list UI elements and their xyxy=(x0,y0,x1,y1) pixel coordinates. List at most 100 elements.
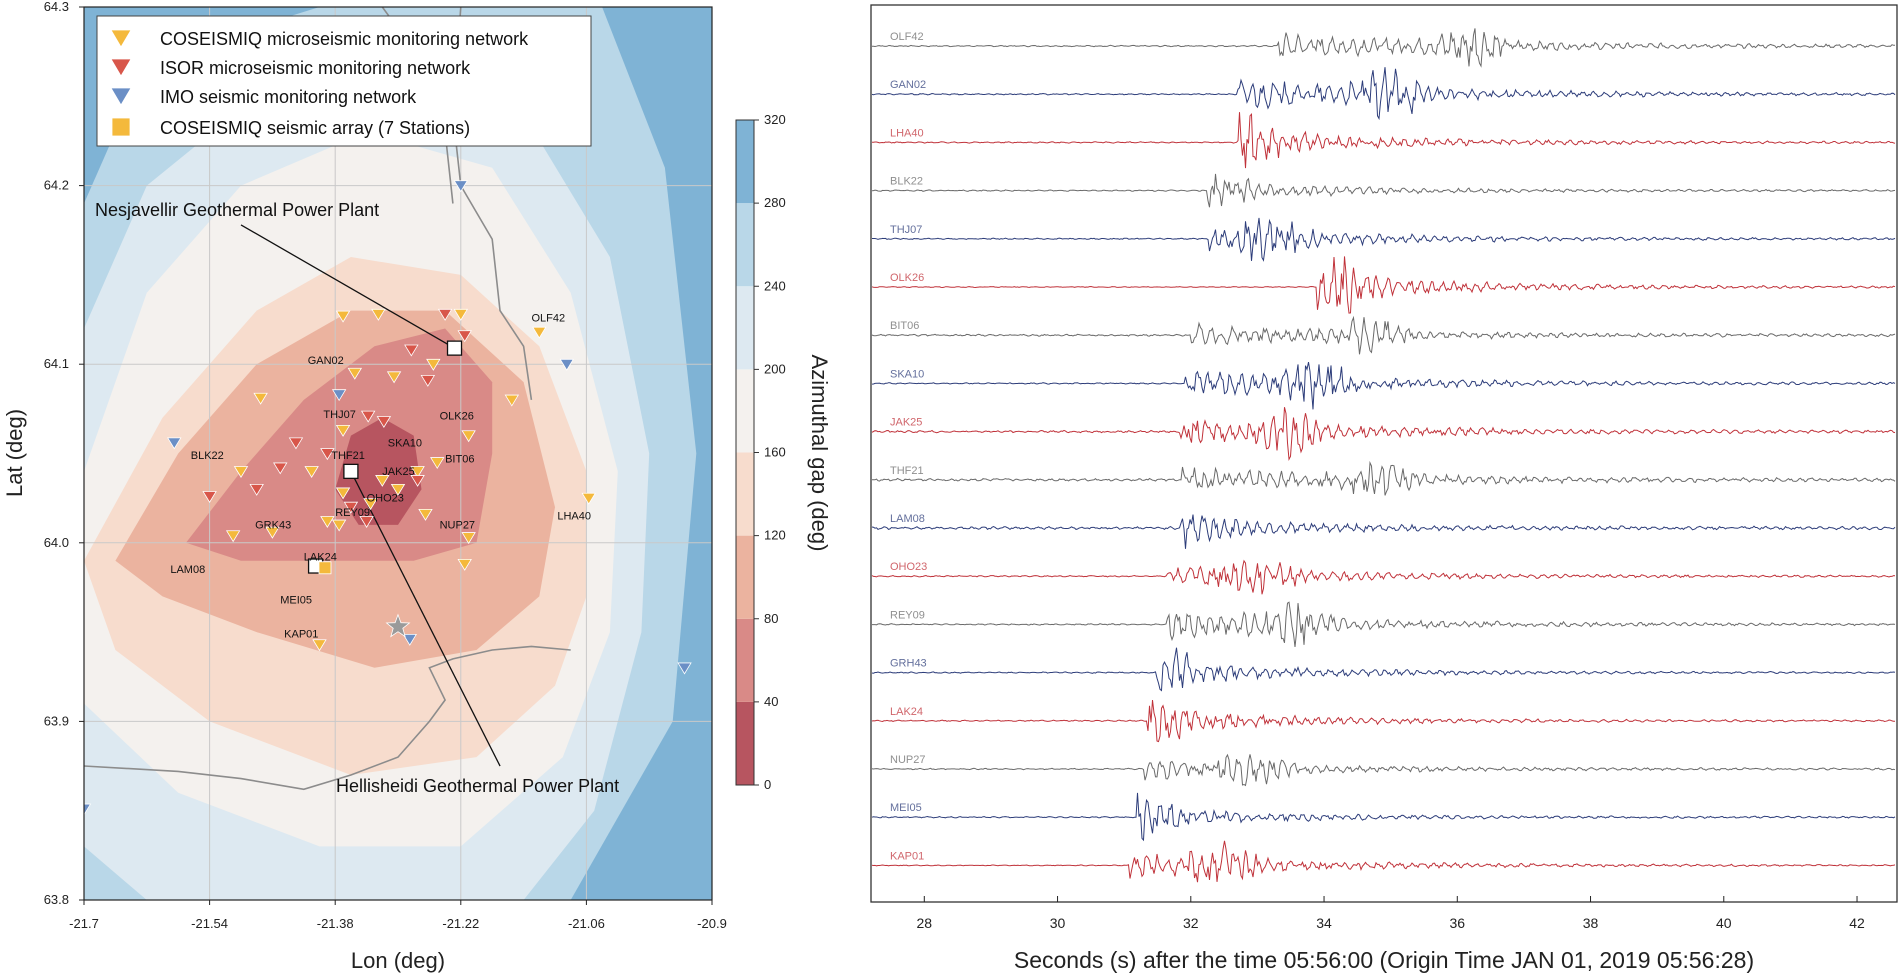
colorbar-tick-label: 280 xyxy=(764,195,786,210)
map-y-tick-label: 63.9 xyxy=(44,713,69,728)
seismogram-trace-LAK24 xyxy=(871,699,1895,743)
map-y-axis-label: Lat (deg) xyxy=(2,409,27,497)
array-station-marker xyxy=(318,561,332,575)
seismogram-label-GAN02: GAN02 xyxy=(890,79,926,91)
power-plant-marker xyxy=(343,463,359,480)
colorbar-label: Azimuthal gap (deg) xyxy=(807,355,832,552)
map-station-label: GRK43 xyxy=(255,520,291,532)
map-station-label: GAN02 xyxy=(308,355,344,367)
power-plant-leader-lines xyxy=(240,224,501,767)
azimuthal-gap-contours xyxy=(84,7,712,900)
coseismiq-station-marker xyxy=(363,498,378,511)
seismogram-panel: OLF42 GAN02 LHA40 BLK22 THJ07 OLK26 BIT06 SKA10… xyxy=(870,4,1898,973)
seismogram-label-OLF42: OLF42 xyxy=(890,31,924,43)
seismogram-x-tick-label: 28 xyxy=(917,915,933,931)
colorbar-tick-label: 320 xyxy=(764,112,786,127)
map-station-label: BIT06 xyxy=(445,453,474,465)
legend-cosei-label: COSEISMIQ microseismic monitoring networ… xyxy=(160,29,529,49)
colorbar-tick-label: 40 xyxy=(764,694,778,709)
colorbar-tick-label: 200 xyxy=(764,361,786,376)
coseismiq-station-marker xyxy=(581,492,596,505)
map-station-label: SKA10 xyxy=(388,437,422,449)
colorbar-tick-label: 80 xyxy=(764,611,778,626)
coastline-segment xyxy=(84,645,571,791)
legend-array-label: COSEISMIQ seismic array (7 Stations) xyxy=(160,118,470,138)
imo-station-marker xyxy=(559,358,574,371)
map-station-label: NUP27 xyxy=(440,520,475,532)
coseismiq-station-marker xyxy=(375,475,390,487)
map-station-label: LAK24 xyxy=(304,552,337,564)
isor-station-marker xyxy=(359,516,374,528)
map-y-tick-label: 64.3 xyxy=(44,0,69,14)
map-station-label: OLK26 xyxy=(440,411,474,423)
contour-0-40 xyxy=(335,417,422,525)
event-star-marker xyxy=(385,613,411,638)
coseismiq-station-marker xyxy=(430,457,445,470)
colorbar-band xyxy=(736,369,754,453)
seismogram-trace-OLK26 xyxy=(871,256,1896,314)
map-x-tick-label: -21.22 xyxy=(442,916,479,931)
seismogram-label-THF21: THF21 xyxy=(890,465,924,477)
map-station-label: BLK22 xyxy=(191,450,224,462)
coseismiq-station-marker xyxy=(347,367,363,380)
coseismiq-station-marker xyxy=(386,371,402,384)
imo-station-marker xyxy=(167,437,182,450)
seismogram-trace-BIT06 xyxy=(871,315,1896,355)
map-station-label: OHO23 xyxy=(367,493,404,505)
seismogram-x-tick-label: 30 xyxy=(1050,915,1066,931)
seismogram-x-tick-label: 34 xyxy=(1316,915,1332,931)
map-panel: OLF42 GAN02 THJ07 OLK26 SKA10 BLK22 THF21 BIT06… xyxy=(2,0,832,973)
coseismiq-station-marker xyxy=(453,308,469,321)
isor-station-marker xyxy=(437,308,453,321)
isor-station-marker xyxy=(288,437,304,450)
coseismiq-station-marker xyxy=(312,639,327,652)
imo-station-marker xyxy=(402,633,417,646)
isor-station-marker xyxy=(376,416,392,428)
seismogram-trace-THF21 xyxy=(871,460,1896,496)
seismogram-label-BLK22: BLK22 xyxy=(890,176,923,188)
power-plant-marker xyxy=(446,340,463,356)
map-x-tick-label: -21.54 xyxy=(191,916,228,931)
coseismiq-station-marker xyxy=(390,483,406,496)
coseismiq-station-marker xyxy=(335,425,351,437)
seismogram-label-LAM08: LAM08 xyxy=(890,513,925,525)
legend-array-marker xyxy=(111,117,131,137)
map-station-label: KAP01 xyxy=(284,628,318,640)
map-x-tick-label: -21.38 xyxy=(317,916,354,931)
coseismiq-station-marker xyxy=(457,558,472,571)
seismogram-label-JAK25: JAK25 xyxy=(890,417,922,429)
coseismiq-station-marker xyxy=(504,394,520,407)
map-grid xyxy=(84,7,712,900)
seismogram-label-REY09: REY09 xyxy=(890,609,925,621)
coseismiq-station-marker xyxy=(304,466,319,478)
coseismiq-station-marker xyxy=(461,532,476,545)
imo-station-marker xyxy=(453,180,469,193)
imo-station-marker xyxy=(84,803,92,816)
seismogram-trace-GAN02 xyxy=(871,67,1896,121)
legend-isor-label: ISOR microseismic monitoring network xyxy=(160,58,471,78)
map-y-ticks: 63.8 63.9 64.0 64.1 64.2 64.3 xyxy=(44,0,84,907)
map-station-label: JAK25 xyxy=(382,466,414,478)
coseismiq-station-marker xyxy=(320,516,335,528)
map-station-label: LHA40 xyxy=(557,511,591,523)
seismogram-trace-JAK25 xyxy=(871,407,1896,461)
colorbar-band xyxy=(736,203,754,287)
isor-station-marker xyxy=(273,462,288,475)
coseismiq-station-marker xyxy=(426,358,441,371)
coseismiq-station-marker xyxy=(335,310,351,323)
seismogram-trace-REY09 xyxy=(872,601,1896,647)
seismogram-label-OHO23: OHO23 xyxy=(890,561,927,573)
colorbar-tick-label: 160 xyxy=(764,445,786,460)
map-station-label: REY09 xyxy=(335,507,370,519)
coseismiq-station-marker xyxy=(532,326,547,339)
seismogram-trace-MEI05 xyxy=(871,792,1896,842)
seismogram-trace-SKA10 xyxy=(871,361,1896,410)
colorbar-band xyxy=(736,286,754,370)
map-station-label: OLF42 xyxy=(531,312,565,324)
isor-station-marker xyxy=(343,501,359,514)
seismogram-trace-NUP27 xyxy=(871,753,1896,787)
map-x-tick-label: -20.9 xyxy=(697,916,727,931)
map-frame xyxy=(83,6,713,901)
seismogram-station-labels: OLF42 GAN02 LHA40 BLK22 THJ07 OLK26 BIT06 SKA10… xyxy=(890,31,927,862)
